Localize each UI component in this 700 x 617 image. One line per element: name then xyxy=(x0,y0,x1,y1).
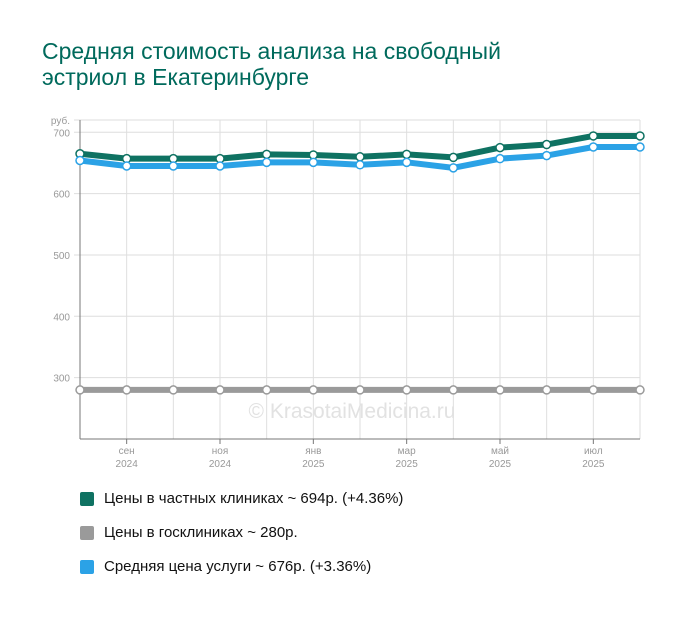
data-point-private xyxy=(588,131,599,141)
data-point-public xyxy=(635,385,645,395)
x-tick-label-month: янв xyxy=(305,446,321,457)
y-tick-label: 700 xyxy=(53,128,70,139)
data-point-public xyxy=(168,385,179,395)
data-point-average xyxy=(588,142,599,152)
data-point-average xyxy=(168,161,179,171)
data-point-public xyxy=(495,385,505,395)
data-point-public xyxy=(401,385,412,395)
data-point-public xyxy=(355,385,365,395)
data-point-public xyxy=(121,385,132,395)
data-point-average xyxy=(75,155,85,166)
data-point-average xyxy=(308,157,319,168)
x-tick-label-year: 2025 xyxy=(396,459,419,470)
y-tick-label: 500 xyxy=(53,251,70,262)
data-point-private xyxy=(541,139,552,150)
x-tick-label-month: ноя xyxy=(212,446,229,457)
chart-title-line-1: Средняя стоимость анализа на свободный xyxy=(42,38,501,64)
data-point-average xyxy=(541,150,552,161)
data-point-average xyxy=(401,157,412,168)
y-tick-label: 600 xyxy=(53,190,70,201)
x-tick-label-month: сен xyxy=(119,446,135,457)
chart-title: Средняя стоимость анализа на свободный э… xyxy=(42,38,642,90)
y-axis-unit-label: руб. xyxy=(51,115,70,127)
chart-title-line-2: эстриол в Екатеринбурге xyxy=(42,64,310,90)
data-point-private xyxy=(401,149,412,160)
watermark-text: © KrasotaiMedicina.ru xyxy=(249,400,456,423)
data-point-public xyxy=(448,385,459,395)
data-point-private xyxy=(448,152,459,163)
y-tick-label: 400 xyxy=(53,312,70,323)
x-tick-label-month: мар xyxy=(398,446,416,457)
data-point-public xyxy=(588,385,599,395)
x-tick-label-month: май xyxy=(491,446,509,457)
data-point-average xyxy=(121,161,132,171)
legend-swatch-private xyxy=(80,492,94,506)
data-point-public xyxy=(75,385,85,395)
y-tick-label: 300 xyxy=(53,374,70,385)
data-point-average xyxy=(635,142,645,152)
legend-swatch-public xyxy=(80,526,94,540)
legend-swatch-average xyxy=(80,560,94,574)
data-point-public xyxy=(261,385,272,395)
x-tick-label-year: 2025 xyxy=(302,459,325,470)
data-point-average xyxy=(495,153,505,164)
data-point-public xyxy=(308,385,319,395)
x-tick-label-year: 2024 xyxy=(116,459,139,470)
data-point-average xyxy=(355,160,365,170)
x-tick-label-year: 2025 xyxy=(582,459,605,470)
legend-label-public: Цены в госклиниках ~ 280р. xyxy=(104,524,298,541)
data-point-private xyxy=(495,142,505,153)
data-point-public xyxy=(215,385,225,395)
data-point-average xyxy=(215,161,225,171)
data-point-public xyxy=(541,385,552,395)
data-point-private xyxy=(635,131,645,141)
data-point-average xyxy=(261,157,272,168)
x-tick-label-month: июл xyxy=(584,446,603,457)
data-point-private xyxy=(355,152,365,162)
x-tick-label-year: 2025 xyxy=(489,459,512,470)
data-point-private xyxy=(261,149,272,160)
data-point-average xyxy=(448,163,459,173)
x-tick-label-year: 2024 xyxy=(209,459,232,470)
legend-label-average: Средняя цена услуги ~ 676р. (+3.36%) xyxy=(104,558,372,575)
legend-label-private: Цены в частных клиниках ~ 694р. (+4.36%) xyxy=(104,490,404,507)
